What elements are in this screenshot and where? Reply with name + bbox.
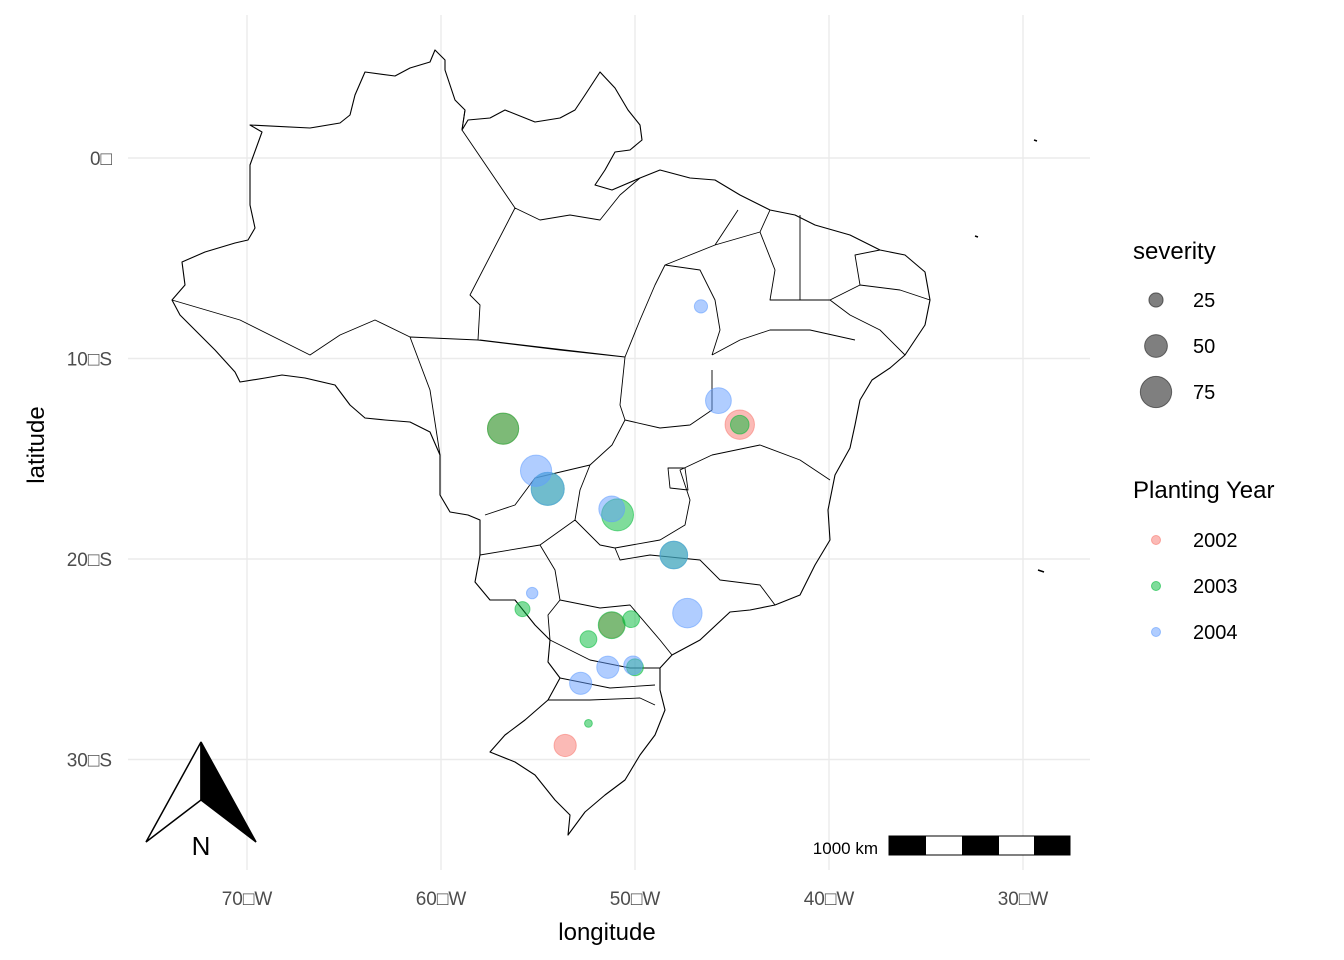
size-legend-title: severity <box>1133 238 1216 265</box>
color-legend-items: 2002 2003 2004 <box>1151 530 1238 644</box>
brazil-map-outline <box>171 49 1045 836</box>
size-legend-label: 25 <box>1193 290 1215 312</box>
y-tick-label: 10□S <box>67 350 112 371</box>
data-point-2003 <box>514 601 531 618</box>
scale-bar-segment <box>889 836 926 855</box>
data-point-2004 <box>705 387 732 415</box>
data-points-layer <box>486 299 755 758</box>
y-tick-label: 30□S <box>67 751 112 772</box>
data-point-2003 <box>584 719 593 728</box>
north-arrow-label: N <box>192 831 211 861</box>
color-legend-label: 2002 <box>1193 530 1238 552</box>
color-legend-symbol <box>1151 535 1161 545</box>
data-point-2004 <box>659 540 689 570</box>
color-legend-symbol <box>1151 581 1161 591</box>
x-tick-label: 30□W <box>998 889 1049 910</box>
data-point-2003 <box>597 611 626 640</box>
grid-lines <box>128 15 1090 870</box>
x-tick-label: 60□W <box>416 889 467 910</box>
data-point-2004 <box>693 299 709 314</box>
data-point-2002 <box>553 733 577 758</box>
y-axis-title: latitude <box>23 406 50 483</box>
x-tick-label: 70□W <box>222 889 273 910</box>
north-arrow-right-half <box>200 741 257 843</box>
state-boundaries <box>171 109 931 706</box>
north-arrow: N <box>145 741 257 861</box>
data-point-2004 <box>598 495 626 523</box>
data-point-2003 <box>729 414 750 435</box>
size-legend-label: 50 <box>1193 336 1215 358</box>
color-legend-label: 2003 <box>1193 576 1238 598</box>
scale-bar-label: 1000 km <box>813 839 878 858</box>
y-tick-label: 0□ <box>90 149 113 170</box>
color-legend-symbol <box>1151 627 1161 637</box>
north-arrow-left-half <box>145 741 202 843</box>
color-legend-label: 2004 <box>1193 622 1238 644</box>
scale-bar-segment <box>1034 836 1070 855</box>
size-legend-items: 25 50 75 <box>1139 290 1215 409</box>
scale-bar-segment <box>962 836 999 855</box>
data-point-2004 <box>623 655 643 676</box>
data-point-2004 <box>569 671 593 695</box>
size-legend-symbol <box>1139 375 1173 409</box>
islands <box>974 139 1045 573</box>
data-point-2004 <box>596 655 620 679</box>
x-axis-title: longitude <box>558 919 655 946</box>
color-legend-title: Planting Year <box>1133 477 1274 504</box>
size-legend-label: 75 <box>1193 382 1215 404</box>
size-legend-symbol <box>1144 334 1168 358</box>
data-point-2004 <box>525 586 539 600</box>
country-outline <box>171 49 931 836</box>
color-legend: Planting Year 2002 2003 2004 <box>1133 477 1274 644</box>
x-tick-label: 40□W <box>804 889 855 910</box>
data-point-2003 <box>579 630 598 649</box>
data-point-2003 <box>622 610 641 629</box>
axis-ticks: 70□W 60□W 50□W 40□W 30□W 0□ 10□S 20□S 30□S <box>67 149 1049 910</box>
size-legend-symbol <box>1148 292 1164 308</box>
data-point-2004 <box>530 471 565 506</box>
x-tick-label: 50□W <box>610 889 661 910</box>
y-tick-label: 20□S <box>67 550 112 571</box>
data-point-2003 <box>486 412 520 445</box>
scale-bar: 1000 km <box>813 835 1071 858</box>
size-legend: severity 25 50 75 <box>1133 238 1216 409</box>
data-point-2004 <box>672 597 703 629</box>
